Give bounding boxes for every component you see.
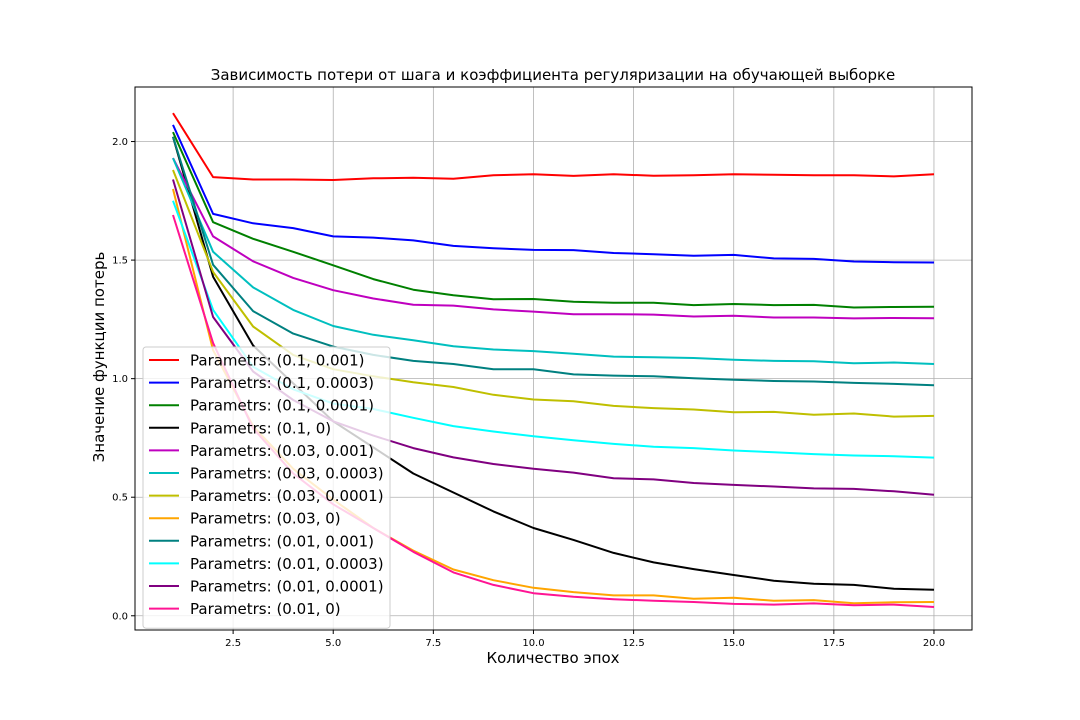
- series-line: [172, 157, 935, 320]
- y-axis-label: Значение функции потерь: [90, 252, 108, 463]
- legend-label: Parametrs: (0.1, 0.001): [190, 352, 365, 370]
- x-tick-label: 10.0: [522, 638, 544, 649]
- x-tick-label: 7.5: [425, 638, 441, 649]
- series-line: [172, 124, 935, 264]
- legend-label: Parametrs: (0.03, 0.0001): [190, 487, 384, 505]
- series-line: [172, 112, 935, 181]
- legend-label: Parametrs: (0.03, 0.001): [190, 442, 374, 460]
- y-tick-label: 0.0: [112, 611, 128, 622]
- legend-label: Parametrs: (0.01, 0.001): [190, 532, 374, 550]
- x-axis-label: Количество эпох: [486, 649, 619, 667]
- legend: Parametrs: (0.1, 0.001) Parametrs: (0.1, …: [142, 346, 391, 629]
- y-tick-label: 1.5: [112, 256, 128, 267]
- x-tick-label: 20.0: [923, 638, 945, 649]
- chart-title: Зависимость потери от шага и коэффициент…: [211, 66, 896, 84]
- plot-frame: [134, 86, 973, 631]
- x-tick-label: 15.0: [723, 638, 745, 649]
- x-tick-label: 17.5: [823, 638, 845, 649]
- x-tick-label: 5.0: [325, 638, 341, 649]
- x-tick-label: 12.5: [622, 638, 644, 649]
- axis-ticks: 2.5 5.0 7.5 10.0 12.5 15.0 17.5 20.0 0.0 0.5 1.0 1.…: [112, 137, 945, 649]
- legend-label: Parametrs: (0.1, 0.0001): [190, 397, 374, 415]
- legend-label: Parametrs: (0.03, 0.0003): [190, 465, 384, 483]
- legend-label: Parametrs: (0.01, 0): [190, 600, 341, 618]
- legend-label: Parametrs: (0.1, 0.0003): [190, 374, 374, 392]
- x-tick-label: 2.5: [225, 638, 241, 649]
- series-line: [172, 157, 935, 365]
- y-tick-label: 1.0: [112, 374, 128, 385]
- legend-label: Parametrs: (0.1, 0): [190, 419, 331, 437]
- y-tick-label: 0.5: [112, 493, 128, 504]
- legend-box: [142, 346, 391, 629]
- series-line: [172, 136, 935, 387]
- y-tick-label: 2.0: [112, 137, 128, 148]
- legend-label: Parametrs: (0.01, 0.0003): [190, 555, 384, 573]
- series-line: [172, 131, 935, 309]
- legend-label: Parametrs: (0.01, 0.0001): [190, 578, 384, 596]
- legend-label: Parametrs: (0.03, 0): [190, 510, 341, 528]
